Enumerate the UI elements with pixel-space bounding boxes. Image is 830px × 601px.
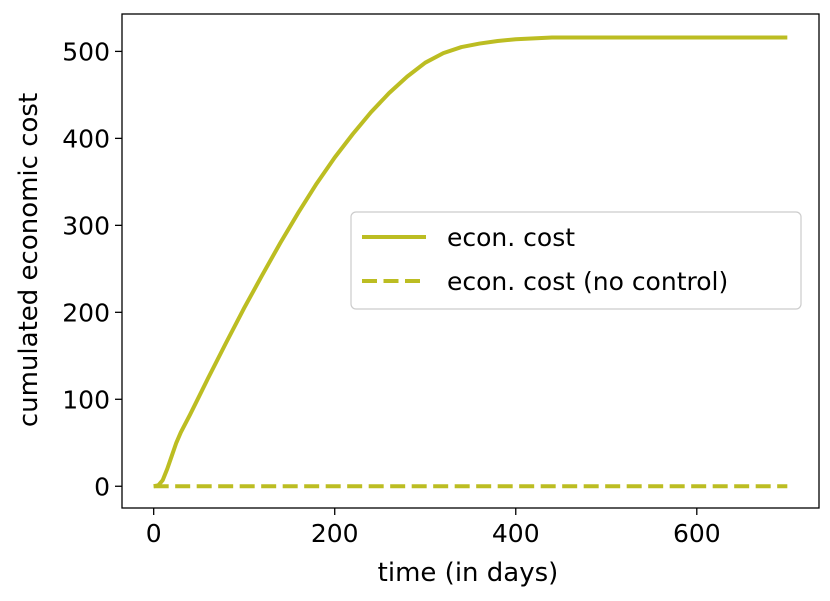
y-tick-label: 500	[62, 37, 110, 66]
legend-label-econ-cost-no-control: econ. cost (no control)	[447, 267, 728, 296]
x-tick-label: 200	[311, 519, 359, 548]
y-axis-label: cumulated economic cost	[14, 93, 44, 427]
y-tick-label: 100	[62, 385, 110, 414]
x-axis-label: time (in days)	[378, 558, 559, 588]
legend-label-econ-cost: econ. cost	[447, 223, 575, 252]
x-axis-ticks: 0 200 400 600	[146, 508, 721, 548]
x-tick-label: 0	[146, 519, 162, 548]
x-tick-label: 600	[673, 519, 721, 548]
series-lines	[153, 35, 788, 489]
y-tick-label: 400	[62, 124, 110, 153]
y-tick-label: 0	[94, 472, 110, 501]
y-tick-label: 200	[62, 298, 110, 327]
legend-box	[350, 211, 802, 310]
series-line-0	[153, 35, 788, 489]
y-axis-ticks: 0 100 200 300 400 500	[62, 37, 122, 501]
legend: econ. cost econ. cost (no control)	[350, 211, 802, 310]
y-tick-label: 300	[62, 211, 110, 240]
axes-frame	[121, 13, 820, 509]
x-tick-label: 400	[492, 519, 540, 548]
